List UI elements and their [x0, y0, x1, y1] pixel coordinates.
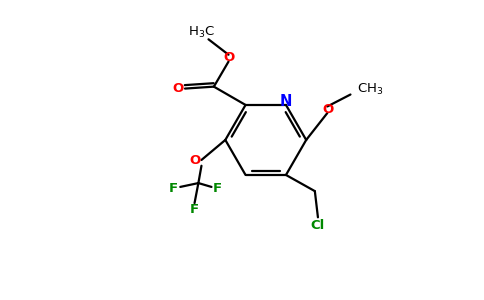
Text: Cl: Cl	[311, 219, 325, 232]
Text: F: F	[190, 203, 199, 216]
Text: O: O	[190, 154, 201, 167]
Text: H$_3$C: H$_3$C	[188, 25, 215, 40]
Text: F: F	[169, 182, 178, 195]
Text: O: O	[322, 103, 334, 116]
Text: N: N	[280, 94, 292, 110]
Text: CH$_3$: CH$_3$	[357, 82, 384, 98]
Text: O: O	[172, 82, 184, 95]
Text: F: F	[212, 182, 221, 195]
Text: O: O	[223, 51, 234, 64]
